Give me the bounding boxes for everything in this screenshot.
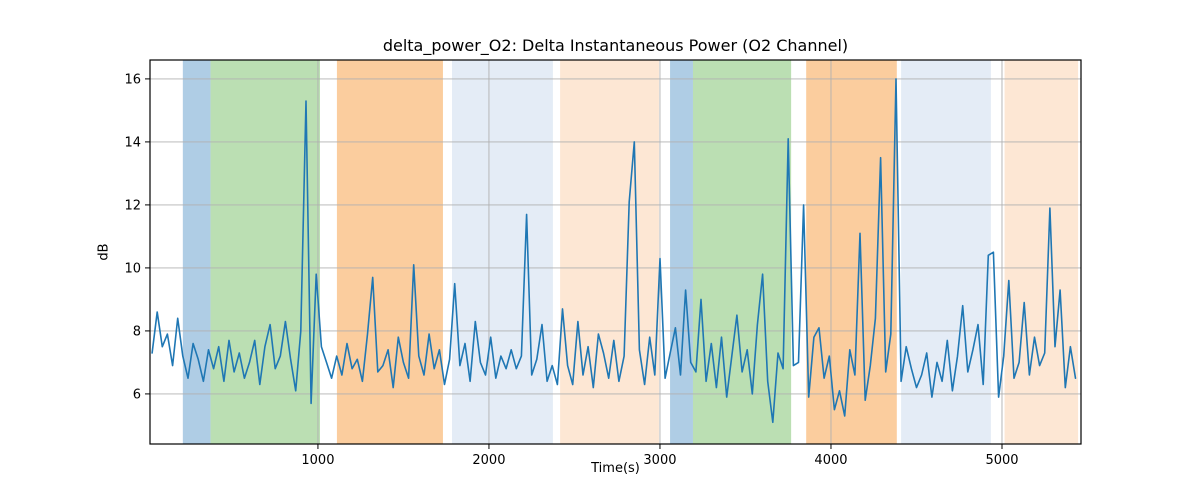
y-tick-label: 10	[124, 261, 141, 276]
x-tick-label: 4000	[814, 453, 847, 468]
annotation-band	[901, 60, 991, 444]
power-line	[151, 78, 1077, 424]
x-tick-label: 1000	[301, 453, 334, 468]
x-tick-label: 5000	[985, 453, 1018, 468]
annotation-band	[210, 60, 320, 444]
annotation-band	[336, 60, 443, 444]
y-tick-label: 14	[124, 135, 141, 150]
x-axis-label: Time(s)	[591, 461, 640, 476]
annotation-band	[806, 60, 897, 444]
annotation-band	[692, 60, 792, 444]
x-tick-label: 3000	[643, 453, 676, 468]
y-tick-label: 12	[124, 198, 141, 213]
annotation-band	[182, 60, 211, 444]
chart-title: delta_power_O2: Delta Instantaneous Powe…	[382, 36, 849, 55]
y-tick-label: 6	[133, 387, 141, 402]
annotation-band	[452, 60, 553, 444]
annotation-band	[1004, 60, 1079, 444]
y-tick-label: 8	[133, 324, 141, 339]
axes-spines	[149, 59, 1082, 445]
x-tick-label: 2000	[472, 453, 505, 468]
annotation-band	[670, 60, 693, 444]
y-tick-label: 16	[124, 72, 141, 87]
annotation-band	[560, 60, 659, 444]
